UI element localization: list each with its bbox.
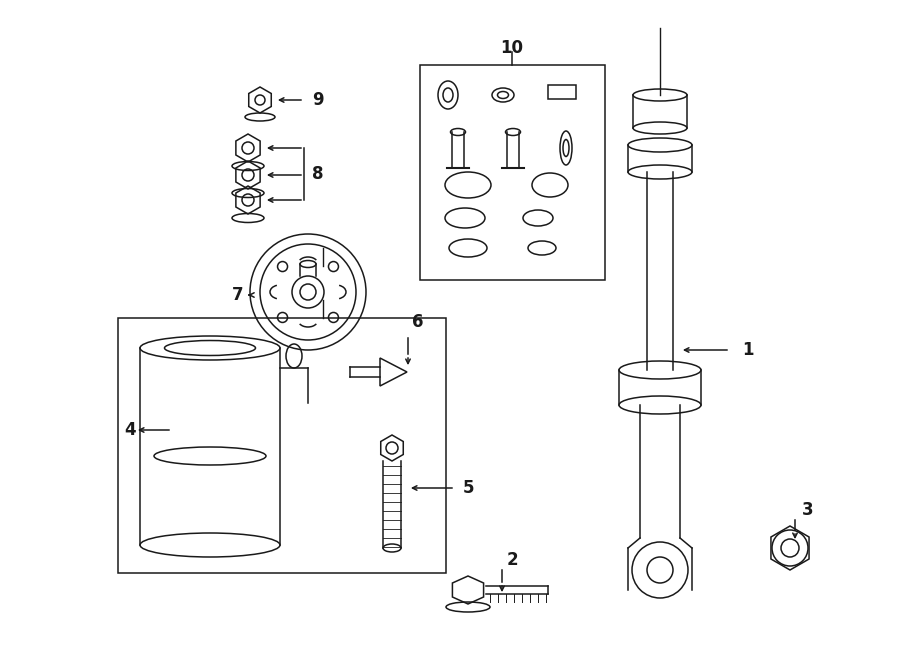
Text: 8: 8 bbox=[312, 165, 324, 183]
Text: 6: 6 bbox=[412, 313, 424, 331]
Text: 1: 1 bbox=[742, 341, 754, 359]
Text: 5: 5 bbox=[463, 479, 473, 497]
Bar bbox=[548, 85, 576, 99]
Bar bbox=[118, 318, 446, 573]
Text: 4: 4 bbox=[124, 421, 136, 439]
Text: 3: 3 bbox=[802, 501, 814, 519]
Text: 2: 2 bbox=[506, 551, 518, 569]
Bar bbox=[420, 65, 605, 280]
Text: 7: 7 bbox=[232, 286, 244, 304]
Text: 9: 9 bbox=[312, 91, 324, 109]
Text: 10: 10 bbox=[500, 39, 524, 57]
